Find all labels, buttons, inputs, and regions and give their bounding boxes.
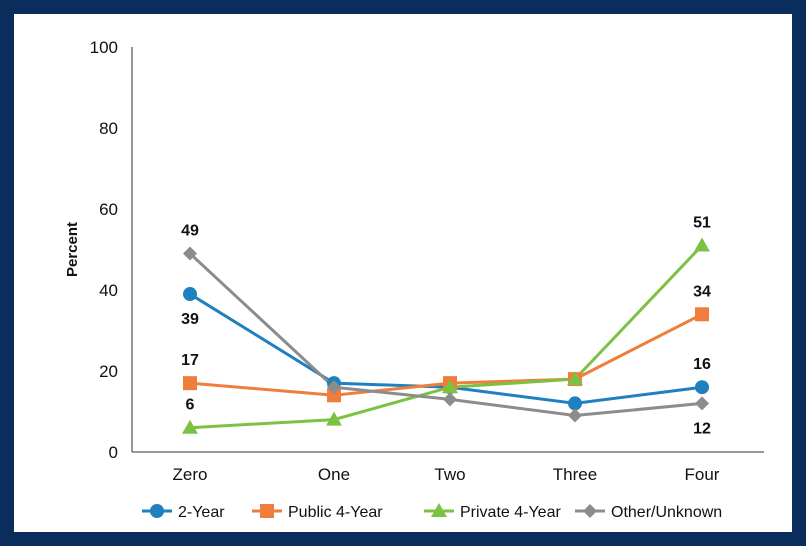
- series-point: [568, 408, 582, 423]
- series-point: [567, 371, 583, 386]
- data-label: 16: [693, 356, 711, 373]
- data-label: 49: [181, 223, 199, 240]
- legend-marker: [583, 504, 597, 518]
- y-axis-title: Percent: [64, 222, 81, 277]
- series-point: [695, 380, 709, 395]
- data-label: 12: [693, 420, 711, 437]
- x-tick-label: Zero: [173, 465, 208, 484]
- series-point: [327, 388, 341, 403]
- legend-marker: [260, 504, 274, 518]
- legend-item: Private 4-Year: [424, 503, 561, 521]
- legend-item: 2-Year: [142, 504, 225, 521]
- series-point: [182, 419, 198, 434]
- legend-item: Public 4-Year: [252, 504, 383, 521]
- series-point: [695, 396, 709, 411]
- legend-item: Other/Unknown: [575, 504, 722, 521]
- legend-marker: [150, 504, 164, 518]
- series-point: [327, 380, 341, 395]
- series-point: [183, 376, 197, 391]
- chart-panel: 0 20 40 60 80 100 Zero One Two Three Four Percent 4…: [14, 14, 792, 532]
- legend-label: Private 4-Year: [460, 504, 561, 521]
- data-label: 51: [693, 214, 711, 231]
- series-point: [695, 307, 709, 322]
- legend-label: Public 4-Year: [288, 504, 383, 521]
- x-tick-label: Three: [553, 465, 597, 484]
- data-label: 17: [181, 352, 199, 369]
- series-point: [183, 287, 197, 302]
- x-tick-label: Four: [685, 465, 720, 484]
- series-point: [183, 246, 197, 261]
- y-tick-label: 100: [90, 38, 118, 57]
- y-tick-label: 0: [109, 443, 118, 462]
- y-tick-label: 60: [99, 200, 118, 219]
- line-chart: 0 20 40 60 80 100 Zero One Two Three Four Percent 4…: [64, 38, 764, 521]
- series-point: [694, 237, 710, 252]
- series-point: [443, 392, 457, 407]
- series-point: [568, 396, 582, 411]
- series-point: [442, 379, 458, 394]
- y-tick-label: 80: [99, 119, 118, 138]
- legend-label: Other/Unknown: [611, 504, 722, 521]
- series-point: [326, 411, 342, 426]
- y-tick-label: 20: [99, 362, 118, 381]
- data-label: 39: [181, 311, 199, 328]
- y-tick-label: 40: [99, 281, 118, 300]
- legend-label: 2-Year: [178, 504, 225, 521]
- data-label: 6: [186, 397, 195, 414]
- legend-marker: [431, 503, 447, 517]
- data-label: 34: [693, 283, 711, 300]
- x-tick-label: One: [318, 465, 350, 484]
- x-tick-label: Two: [434, 465, 465, 484]
